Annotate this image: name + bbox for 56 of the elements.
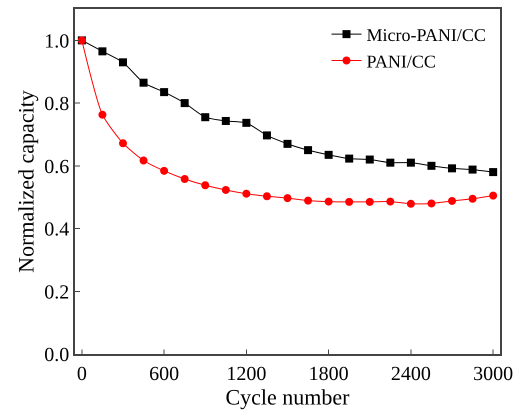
point <box>201 113 210 122</box>
point <box>180 99 189 108</box>
point <box>160 166 168 175</box>
point <box>160 88 168 96</box>
point <box>366 198 374 206</box>
point <box>222 116 230 125</box>
point <box>222 186 230 194</box>
y-tick-label: 0.2 <box>44 281 70 304</box>
y-axis-title: Normalized capacity <box>14 90 39 273</box>
legend-label: PANI/CC <box>366 52 436 72</box>
legend-label: Micro-PANI/CC <box>366 25 486 46</box>
point <box>366 156 374 164</box>
point <box>201 181 210 190</box>
point <box>386 198 394 206</box>
point <box>284 194 292 202</box>
point <box>345 154 354 163</box>
x-tick-label: 0 <box>76 362 87 385</box>
x-tick-label: 600 <box>149 362 180 385</box>
point <box>448 196 456 205</box>
point <box>262 131 271 140</box>
x-tick-label: 1800 <box>308 362 349 385</box>
x-tick-label: 2400 <box>390 362 431 385</box>
y-tick-label: 1.0 <box>44 30 70 52</box>
point <box>427 162 436 170</box>
y-tick-label: 0.8 <box>44 93 70 116</box>
point <box>489 192 498 200</box>
point <box>406 158 415 167</box>
point <box>118 58 127 66</box>
y-tick-label: 0.0 <box>44 344 70 366</box>
point <box>345 198 354 206</box>
point <box>427 199 436 208</box>
y-tick-label: 0.4 <box>44 218 70 241</box>
x-tick-label: 3000 <box>473 362 514 385</box>
point <box>242 190 250 198</box>
point <box>406 200 415 208</box>
point <box>284 140 292 148</box>
point <box>180 174 189 183</box>
point <box>304 196 312 205</box>
point <box>324 150 333 159</box>
y-tick-label: 0.6 <box>44 156 70 178</box>
point <box>98 110 106 119</box>
point <box>98 47 106 56</box>
point <box>118 139 127 148</box>
point <box>140 156 148 164</box>
point <box>242 118 250 127</box>
point <box>489 168 498 176</box>
point <box>140 78 148 87</box>
point <box>304 146 312 154</box>
x-tick-label: 1200 <box>226 362 266 385</box>
point <box>262 192 271 200</box>
point <box>468 166 477 174</box>
x-axis-title: Cycle number <box>225 384 350 410</box>
point <box>324 198 333 206</box>
point <box>448 164 456 172</box>
point <box>386 158 394 167</box>
point <box>468 194 477 203</box>
